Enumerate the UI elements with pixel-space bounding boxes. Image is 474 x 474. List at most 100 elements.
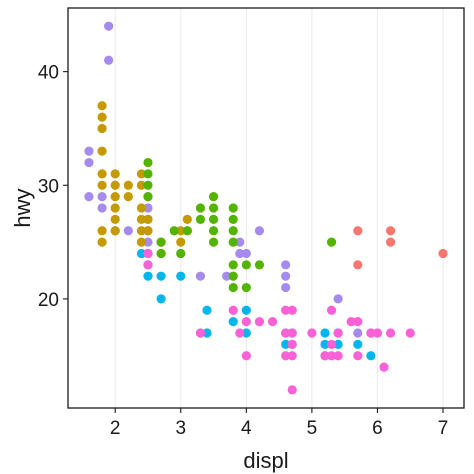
data-point (208, 237, 219, 247)
data-point (143, 237, 153, 247)
data-point (287, 385, 297, 395)
data-point (385, 237, 396, 247)
data-point (176, 248, 186, 259)
plot-panel-background (68, 8, 464, 408)
data-point (169, 226, 179, 236)
grid-lines (114, 8, 444, 408)
data-point (195, 328, 206, 338)
data-point (326, 237, 337, 247)
data-point (97, 237, 107, 247)
data-point (97, 123, 107, 134)
data-point (143, 271, 153, 281)
data-point (136, 226, 147, 236)
data-point (241, 282, 251, 293)
data-point (97, 180, 107, 190)
data-point (281, 282, 291, 293)
data-point (136, 169, 147, 179)
data-point (156, 294, 166, 304)
data-point (366, 351, 376, 361)
y-axis-title: hwy (10, 188, 35, 227)
data-point (176, 271, 186, 281)
data-point (110, 169, 120, 179)
data-point (228, 260, 238, 270)
data-point (281, 305, 291, 315)
x-tick-label: 3 (175, 418, 186, 439)
data-point (123, 226, 133, 236)
data-point (281, 339, 291, 349)
data-point (307, 328, 317, 338)
data-point (143, 226, 153, 236)
data-point (84, 157, 94, 168)
data-point (254, 226, 265, 236)
data-point (228, 237, 238, 247)
data-point (136, 214, 147, 224)
data-point (222, 271, 232, 281)
y-tick-label: 30 (38, 176, 59, 197)
data-point (385, 226, 396, 236)
data-point (110, 203, 120, 213)
data-point (110, 192, 120, 202)
data-point (281, 328, 291, 338)
x-tick-label: 2 (110, 418, 121, 439)
data-point (241, 305, 251, 315)
data-point (287, 328, 297, 338)
data-point (287, 305, 297, 315)
data-point (143, 214, 153, 224)
data-point (320, 339, 330, 349)
data-point (143, 260, 153, 270)
data-point (97, 169, 107, 179)
data-point (182, 226, 192, 236)
data-point (241, 317, 251, 327)
data-point (97, 192, 107, 202)
data-point (110, 226, 120, 236)
data-point (97, 203, 107, 213)
data-point (136, 203, 147, 213)
data-point (143, 192, 153, 202)
x-tick-label: 6 (372, 418, 383, 439)
data-point (353, 317, 363, 327)
data-point (287, 351, 297, 361)
data-point (143, 180, 153, 190)
data-point (136, 237, 147, 247)
data-point (326, 351, 337, 361)
data-point (228, 282, 238, 293)
data-point (228, 271, 238, 281)
data-point (208, 192, 219, 202)
data-point (333, 328, 343, 338)
data-points (84, 21, 448, 395)
y-tick-label: 20 (38, 290, 59, 311)
data-point (353, 339, 363, 349)
data-point (241, 328, 251, 338)
data-point (84, 192, 94, 202)
data-point (156, 237, 166, 247)
data-point (123, 180, 133, 190)
data-point (241, 351, 251, 361)
data-point (254, 317, 265, 327)
x-axis-title: displ (243, 448, 288, 473)
data-point (202, 328, 212, 338)
data-point (176, 226, 186, 236)
data-point (235, 328, 245, 338)
data-point (228, 214, 238, 224)
x-tick-label: 7 (438, 418, 449, 439)
data-point (104, 21, 114, 31)
data-point (353, 260, 363, 270)
data-point (379, 362, 389, 372)
data-point (156, 248, 166, 259)
data-point (182, 214, 192, 224)
data-point (208, 203, 219, 213)
data-point (208, 226, 219, 236)
data-point (320, 328, 330, 338)
data-point (405, 328, 415, 338)
y-tick-label: 40 (38, 63, 59, 84)
data-point (372, 328, 383, 338)
data-point (136, 248, 147, 259)
data-point (267, 317, 278, 327)
data-point (366, 328, 376, 338)
data-point (281, 351, 291, 361)
data-point (97, 226, 107, 236)
data-point (156, 271, 166, 281)
data-point (346, 317, 356, 327)
data-point (202, 305, 212, 315)
